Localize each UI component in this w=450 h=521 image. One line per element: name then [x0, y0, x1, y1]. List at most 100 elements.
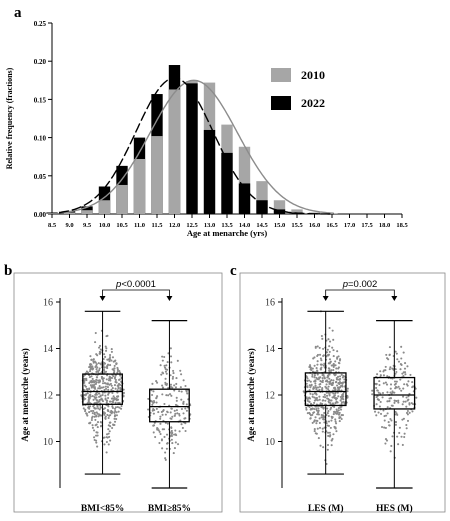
- data-point: [375, 414, 378, 417]
- data-point: [315, 388, 318, 391]
- data-point: [161, 413, 164, 416]
- data-point: [325, 394, 329, 397]
- data-point: [327, 400, 330, 403]
- data-point: [151, 403, 154, 406]
- data-point: [328, 381, 331, 384]
- data-point: [96, 426, 99, 429]
- data-point: [329, 426, 332, 429]
- scatter-points: [371, 345, 418, 459]
- data-point: [104, 382, 107, 385]
- data-point: [93, 381, 96, 384]
- data-point: [400, 345, 403, 348]
- data-point: [330, 444, 333, 447]
- data-point: [403, 435, 406, 439]
- data-point: [317, 413, 320, 416]
- data-point: [102, 357, 105, 361]
- bar-2010: [133, 158, 146, 214]
- data-point: [98, 346, 101, 349]
- data-point: [170, 417, 173, 420]
- x-tick-label: 11.5: [151, 222, 163, 229]
- data-point: [112, 395, 115, 398]
- data-point: [152, 390, 155, 393]
- data-point: [104, 394, 107, 397]
- significance-bracket: [102, 289, 170, 298]
- data-point: [379, 374, 382, 377]
- y-tick-label: 0.10: [34, 135, 47, 143]
- data-point: [171, 375, 175, 379]
- data-point: [170, 361, 173, 364]
- data-point: [107, 388, 110, 391]
- data-point: [108, 400, 112, 403]
- data-point: [122, 394, 125, 397]
- data-point: [85, 412, 88, 415]
- data-point: [379, 392, 382, 395]
- data-point: [316, 373, 319, 376]
- bar-2022: [256, 200, 268, 214]
- data-point: [169, 385, 172, 388]
- x-tick-label: 18.5: [396, 222, 408, 229]
- data-point: [389, 366, 392, 369]
- data-point: [334, 401, 337, 404]
- data-point: [115, 414, 118, 417]
- data-point: [164, 368, 167, 371]
- data-point: [321, 402, 324, 405]
- data-point: [101, 391, 104, 394]
- data-point: [315, 432, 318, 435]
- data-point: [89, 393, 92, 396]
- data-point: [94, 397, 97, 400]
- data-point: [323, 421, 326, 424]
- data-point: [327, 414, 330, 418]
- data-point: [165, 372, 168, 375]
- data-point: [109, 364, 112, 367]
- data-point: [97, 387, 100, 390]
- data-point: [313, 407, 316, 411]
- p-value: =0.002: [348, 279, 377, 290]
- data-point: [102, 366, 105, 369]
- data-point: [394, 350, 397, 353]
- data-point: [336, 357, 339, 360]
- data-point: [96, 405, 99, 408]
- data-point: [395, 380, 398, 383]
- data-point: [317, 437, 320, 440]
- data-point: [113, 407, 117, 410]
- y-tick-label: 0.15: [34, 96, 47, 104]
- data-point: [340, 403, 343, 406]
- data-point: [337, 409, 340, 412]
- data-point: [105, 451, 108, 454]
- data-point: [111, 397, 114, 400]
- data-point: [312, 387, 315, 390]
- data-point: [86, 371, 90, 374]
- data-point: [331, 329, 334, 332]
- data-point: [97, 362, 100, 365]
- bar-2022: [238, 183, 251, 214]
- data-point: [169, 411, 172, 414]
- data-point: [326, 380, 329, 383]
- data-point: [94, 380, 97, 383]
- data-point: [313, 399, 316, 402]
- data-point: [403, 432, 406, 435]
- legend-swatch-2022: [271, 96, 291, 110]
- data-point: [382, 409, 385, 412]
- data-point: [88, 422, 91, 425]
- x-tick-label: 17.5: [361, 222, 373, 229]
- data-point: [156, 427, 159, 430]
- data-point: [114, 378, 117, 381]
- data-point: [406, 419, 410, 422]
- data-point: [174, 441, 177, 444]
- data-point: [113, 367, 116, 370]
- data-point: [407, 395, 410, 398]
- data-point: [91, 412, 94, 415]
- data-point: [308, 379, 311, 382]
- data-point: [164, 377, 167, 380]
- data-point: [393, 399, 396, 402]
- data-point: [91, 377, 94, 381]
- data-point: [328, 326, 331, 330]
- data-point: [346, 390, 349, 393]
- data-point: [118, 406, 121, 409]
- data-point: [161, 447, 164, 450]
- data-point: [175, 409, 178, 412]
- data-point: [317, 407, 320, 410]
- data-point: [164, 458, 167, 461]
- data-point: [385, 353, 388, 356]
- data-point: [105, 349, 108, 352]
